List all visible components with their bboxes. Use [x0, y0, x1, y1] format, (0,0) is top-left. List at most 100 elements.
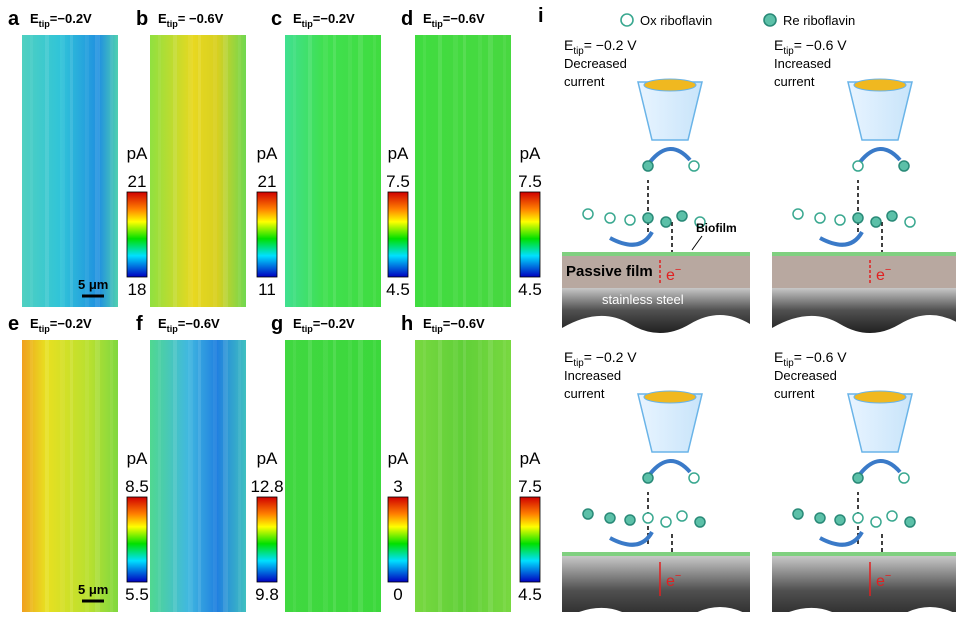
current-change: current	[774, 74, 815, 89]
colorbar-min: 0	[393, 585, 402, 604]
panel-letter: e	[8, 313, 19, 335]
map-texture	[85, 340, 89, 612]
ox-riboflavin	[870, 516, 882, 528]
text-part: E	[564, 37, 573, 53]
current-map	[285, 35, 381, 307]
colorbar-unit: pA	[257, 144, 278, 163]
colorbar	[387, 191, 409, 278]
ox-riboflavin	[852, 160, 864, 172]
re-riboflavin	[792, 508, 804, 520]
text-part: =−0.2V	[50, 316, 92, 331]
biofilm-layer	[562, 252, 750, 256]
colorbar-unit: pA	[388, 449, 409, 468]
text-part: =−0.6V	[443, 11, 485, 26]
ox-riboflavin	[886, 510, 898, 522]
text-part: E	[564, 349, 573, 365]
map-texture	[158, 35, 161, 307]
map-texture	[438, 340, 442, 612]
biofilm-pointer	[691, 235, 703, 251]
map-texture	[423, 340, 426, 612]
re-riboflavin	[604, 512, 616, 524]
map-texture	[478, 340, 482, 612]
text-part: E	[774, 349, 783, 365]
passive-film-label: Passive film	[566, 263, 653, 280]
map-texture	[323, 35, 328, 307]
current-change: Decreased	[774, 368, 837, 383]
text-part: tip	[432, 19, 444, 29]
map-texture	[30, 35, 33, 307]
text-part: E	[30, 11, 39, 26]
tip-cycle-arrow	[858, 147, 902, 164]
text-part: −	[675, 264, 681, 276]
colorbar-unit: pA	[388, 144, 409, 163]
text-part: e	[666, 267, 675, 284]
map-texture	[308, 35, 312, 307]
colorbar	[256, 191, 278, 278]
ox-riboflavin	[642, 512, 654, 524]
map-texture	[348, 340, 352, 612]
map-texture	[333, 340, 336, 612]
panel-letter: a	[8, 8, 20, 30]
map-texture	[213, 35, 217, 307]
tip-cycle-arrow	[648, 459, 692, 476]
text-part: tip	[432, 324, 444, 334]
biofilm-layer	[772, 252, 956, 256]
colorbar-min: 18	[128, 280, 147, 299]
map-texture	[488, 340, 493, 612]
current-change: current	[564, 74, 605, 89]
map-texture	[110, 340, 113, 612]
current-map	[150, 35, 246, 307]
map-texture	[188, 340, 193, 612]
text-part: = −0.2 V	[584, 37, 638, 53]
surface-cycle-arrow	[819, 230, 864, 247]
current-change: Increased	[564, 368, 621, 383]
map-texture	[308, 340, 312, 612]
colorbar-max: 7.5	[518, 477, 542, 496]
text-part: tip	[783, 358, 794, 369]
scale-bar-label: 5 μm	[78, 277, 108, 292]
colorbar-max: 21	[128, 172, 147, 191]
colorbar	[256, 496, 278, 583]
steel-substrate	[562, 288, 750, 333]
current-map	[415, 35, 511, 307]
biofilm-layer	[562, 552, 750, 556]
re-riboflavin	[852, 212, 864, 224]
colorbar-min: 5.5	[125, 585, 149, 604]
map-texture	[45, 340, 49, 612]
legend-ox: Ox riboflavin	[640, 13, 712, 28]
text-part: E	[158, 11, 167, 26]
panel-letter: h	[401, 313, 413, 335]
colorbar-max: 7.5	[518, 172, 542, 191]
map-texture	[95, 35, 100, 307]
re-riboflavin	[676, 210, 688, 222]
ox-riboflavin	[660, 516, 672, 528]
tip-potential-label: Etip=−0.6V	[158, 316, 220, 334]
surface-cycle-arrow	[819, 530, 864, 547]
colorbar-unit: pA	[257, 449, 278, 468]
text-part: E	[423, 11, 432, 26]
panel-letter: g	[271, 313, 283, 335]
ox-riboflavin	[688, 472, 700, 484]
tip-potential-label: Etip= −0.6V	[158, 11, 224, 29]
text-part: e	[876, 573, 885, 590]
map-texture	[293, 340, 296, 612]
tip-potential-label: Etip=−0.2V	[30, 11, 92, 29]
panel-letter: b	[136, 8, 148, 30]
current-change: current	[564, 386, 605, 401]
re-riboflavin	[898, 160, 910, 172]
text-part: tip	[302, 19, 314, 29]
text-part: E	[774, 37, 783, 53]
current-map	[22, 340, 118, 612]
current-change: Decreased	[564, 56, 627, 71]
re-riboflavin	[642, 160, 654, 172]
map-texture	[95, 340, 100, 612]
scale-bar-label: 5 μm	[78, 582, 108, 597]
map-texture	[438, 35, 442, 307]
colorbar-max: 12.8	[250, 477, 283, 496]
re-riboflavin	[904, 516, 916, 528]
map-texture	[503, 340, 506, 612]
tip-potential-label: Etip= −0.6 V	[774, 349, 847, 369]
tip-potential-label: Etip=−0.2V	[30, 316, 92, 334]
text-part: E	[30, 316, 39, 331]
biofilm-label: Biofilm	[696, 221, 737, 235]
